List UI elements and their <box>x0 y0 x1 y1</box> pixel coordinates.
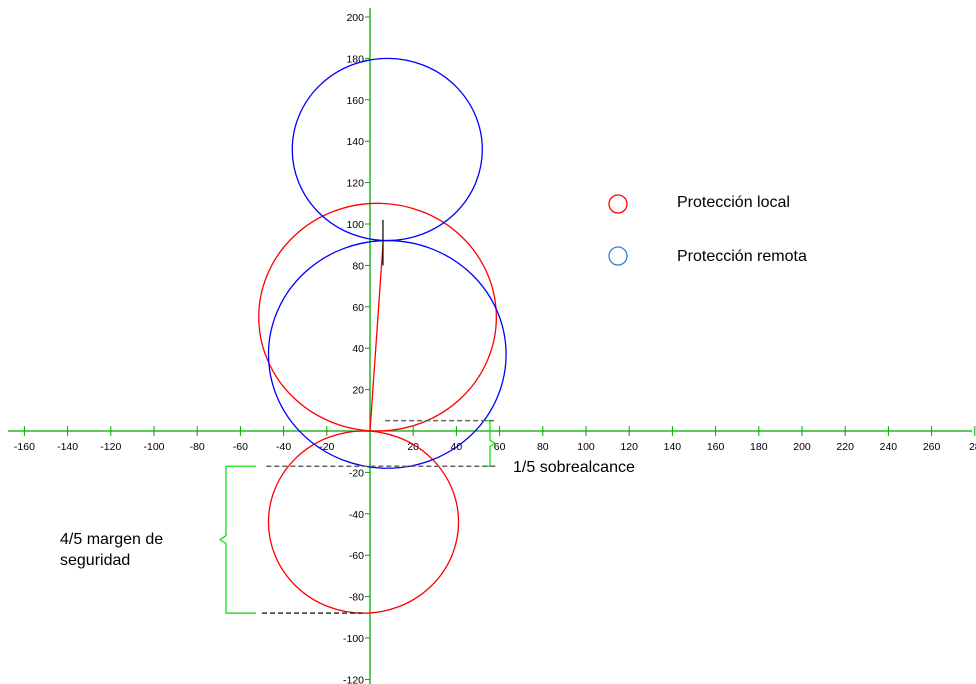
x-tick-label: -80 <box>190 441 205 453</box>
x-tick-label: 140 <box>664 441 682 453</box>
impedance-lines <box>369 219 384 432</box>
x-tick-label: -40 <box>276 441 291 453</box>
x-tick-label: 80 <box>537 441 549 453</box>
x-tick-label: 20 <box>407 441 419 453</box>
safety-margin-label-line2: seguridad <box>60 552 130 569</box>
legend-label-local: Protección local <box>677 194 790 211</box>
y-tick-label: 140 <box>346 136 364 148</box>
overreach-label: 1/5 sobrealcance <box>513 459 635 476</box>
line-impedance <box>369 244 384 432</box>
y-tick-label: 200 <box>346 12 364 24</box>
y-tick-label: -80 <box>349 592 364 604</box>
y-tick-label: -60 <box>349 550 364 562</box>
y-tick-label: 40 <box>352 343 364 355</box>
y-axis-ticks: 20018016014012010080604020-20-40-60-80-1… <box>343 12 370 684</box>
annotations: 1/5 sobrealcance 4/5 margen de seguridad <box>60 419 635 614</box>
x-tick-label: 120 <box>620 441 638 453</box>
x-tick-label: -20 <box>319 441 334 453</box>
x-tick-label: 200 <box>793 441 811 453</box>
y-tick-label: 80 <box>352 260 364 272</box>
legend: Protección local Protección remota <box>608 194 807 266</box>
y-tick-label: -20 <box>349 467 364 479</box>
y-tick-label: -40 <box>349 509 364 521</box>
y-tick-label: 100 <box>346 219 364 231</box>
x-tick-label: 240 <box>880 441 898 453</box>
x-tick-label: 60 <box>494 441 506 453</box>
y-tick-label: 60 <box>352 302 364 314</box>
legend-label-remote: Protección remota <box>677 248 807 265</box>
safety-margin-label-line1: 4/5 margen de <box>60 531 163 548</box>
x-tick-label: 220 <box>836 441 854 453</box>
local-protection-circle <box>267 430 460 614</box>
x-tick-label: -140 <box>57 441 78 453</box>
circles <box>258 57 507 614</box>
x-tick-label: -100 <box>143 441 164 453</box>
y-tick-label: -120 <box>343 674 364 684</box>
y-tick-label: 120 <box>346 178 364 190</box>
y-tick-label: -100 <box>343 633 364 645</box>
safety-margin-bracket <box>218 465 256 614</box>
x-tick-label: 100 <box>577 441 595 453</box>
x-tick-label: -60 <box>233 441 248 453</box>
x-tick-label: 160 <box>707 441 725 453</box>
x-tick-label: 28 <box>969 441 976 453</box>
legend-marker-remote <box>608 246 628 266</box>
x-tick-label: -120 <box>100 441 121 453</box>
x-tick-label: -160 <box>14 441 35 453</box>
axes <box>8 8 972 684</box>
x-tick-label: 260 <box>923 441 941 453</box>
legend-marker-local <box>608 194 628 214</box>
local-protection-circle <box>258 202 498 432</box>
x-axis-ticks: -160 -140 -120 -100 -80 -60 -40 -20 20 40 60 80 100 1… <box>14 426 976 453</box>
remote-protection-circle <box>291 57 483 242</box>
x-tick-label: 180 <box>750 441 768 453</box>
y-tick-label: 20 <box>352 385 364 397</box>
y-tick-label: 160 <box>346 95 364 107</box>
